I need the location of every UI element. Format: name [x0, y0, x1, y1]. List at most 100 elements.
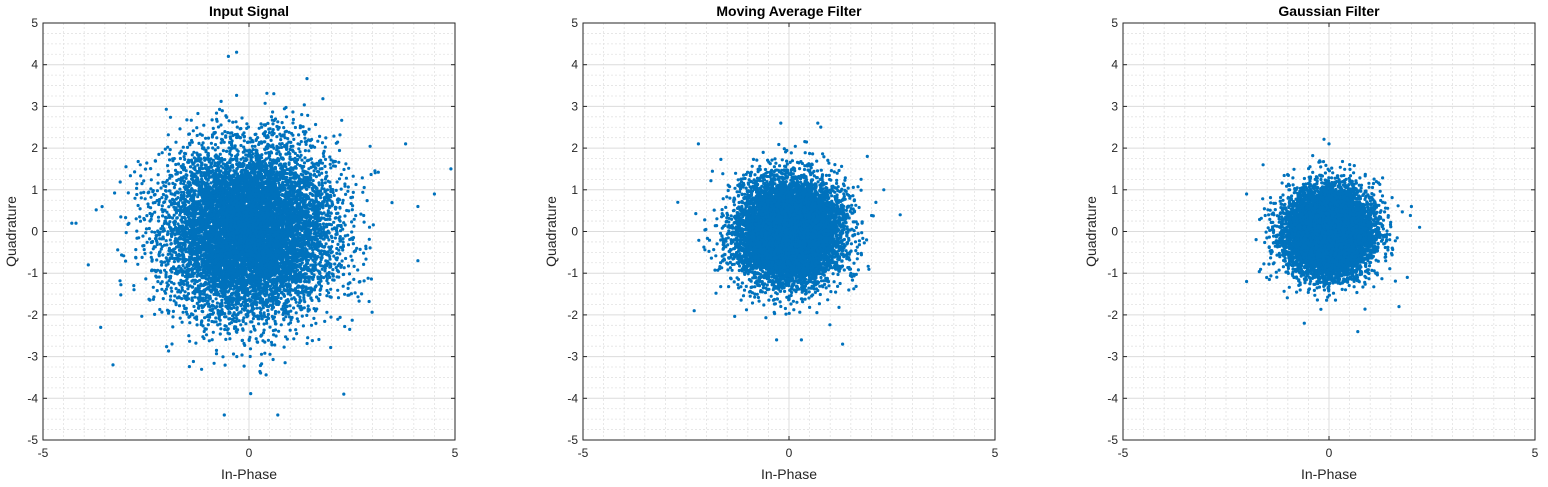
- scatter-point: [333, 262, 337, 266]
- scatter-point: [273, 343, 277, 347]
- scatter-point: [145, 214, 149, 218]
- scatter-point: [301, 324, 305, 328]
- scatter-point: [307, 127, 311, 131]
- scatter-point: [192, 304, 196, 309]
- scatter-point: [327, 245, 331, 249]
- scatter-point: [350, 230, 354, 234]
- scatter-point: [335, 246, 339, 251]
- scatter-point: [174, 162, 178, 167]
- scatter-point: [294, 311, 298, 315]
- scatter-point: [140, 314, 144, 318]
- scatter-point: [336, 197, 340, 201]
- scatter-point: [235, 125, 239, 129]
- scatter-point: [344, 162, 348, 166]
- scatter-point: [176, 162, 181, 166]
- scatter-point: [144, 227, 149, 231]
- scatter-point: [310, 161, 314, 165]
- scatter-point: [168, 148, 172, 152]
- scatter-point: [132, 288, 136, 292]
- scatter-point: [324, 170, 328, 174]
- scatter-point: [351, 190, 355, 194]
- scatter-point: [234, 120, 238, 124]
- scatter-point: [242, 139, 246, 143]
- scatter-point: [192, 150, 196, 154]
- scatter-point: [305, 313, 309, 317]
- scatter-point: [161, 180, 165, 184]
- scatter-point: [178, 156, 182, 161]
- scatter-point: [253, 144, 257, 148]
- scatter-point: [370, 310, 374, 314]
- scatter-point: [249, 392, 253, 396]
- scatter-point: [166, 252, 170, 256]
- scatter-point: [323, 319, 327, 323]
- scatter-point: [227, 317, 231, 321]
- scatter-point: [292, 337, 296, 341]
- scatter-point: [197, 141, 201, 145]
- scatter-point: [139, 191, 143, 195]
- scatter-point: [367, 237, 371, 241]
- scatter-point: [210, 338, 214, 342]
- scatter-point: [199, 320, 204, 324]
- scatter-point: [157, 233, 161, 237]
- scatter-point: [226, 331, 230, 335]
- scatter-point: [358, 247, 362, 251]
- scatter-point: [160, 151, 164, 155]
- scatter-point: [254, 151, 258, 155]
- scatter-point: [165, 345, 169, 349]
- scatter-point: [185, 145, 190, 149]
- scatter-point: [326, 179, 330, 183]
- scatter-point: [297, 133, 301, 137]
- scatter-point: [174, 303, 178, 307]
- scatter-point: [201, 324, 205, 328]
- scatter-point: [326, 281, 330, 285]
- scatter-point: [231, 352, 236, 356]
- scatter-point: [231, 296, 235, 300]
- scatter-point: [213, 143, 218, 147]
- scatter-point: [239, 157, 243, 161]
- scatter-point: [359, 212, 363, 216]
- scatter-point: [346, 243, 351, 247]
- scatter-point: [362, 213, 366, 218]
- scatter-point: [350, 258, 354, 262]
- scatter-point: [248, 347, 253, 351]
- scatter-point: [153, 230, 157, 234]
- scatter-point: [169, 242, 173, 246]
- scatter-point: [293, 200, 297, 204]
- scatter-point: [219, 141, 223, 145]
- scatter-point: [157, 219, 161, 223]
- scatter-point: [298, 150, 302, 154]
- scatter-point: [235, 93, 239, 97]
- scatter-point: [277, 329, 281, 333]
- scatter-point: [159, 186, 163, 190]
- scatter-point: [329, 166, 333, 170]
- scatter-point: [177, 304, 182, 308]
- scatter-point: [214, 348, 219, 352]
- scatter-point: [224, 149, 229, 153]
- scatter-point: [336, 288, 340, 292]
- scatter-point: [314, 321, 318, 325]
- scatter-point: [176, 222, 180, 226]
- scatter-point: [331, 268, 335, 272]
- scatter-point: [235, 355, 239, 359]
- scatter-point: [164, 189, 168, 193]
- scatter-point: [170, 289, 174, 293]
- scatter-point: [328, 155, 332, 159]
- scatter-point: [291, 121, 295, 125]
- scatter-point: [240, 338, 245, 342]
- scatter-point: [143, 252, 147, 256]
- scatter-point: [279, 296, 283, 300]
- scatter-point: [149, 178, 153, 182]
- scatter-point: [310, 339, 314, 343]
- scatter-point: [271, 143, 275, 147]
- scatter-point: [160, 263, 164, 267]
- scatter-point: [154, 234, 158, 238]
- scatter-point: [318, 134, 322, 138]
- scatter-point: [265, 321, 269, 325]
- scatter-point: [212, 361, 216, 365]
- scatter-point: [325, 310, 329, 314]
- scatter-point: [214, 316, 218, 320]
- scatter-point: [215, 136, 219, 140]
- scatter-point: [366, 276, 370, 280]
- scatter-point: [283, 130, 287, 134]
